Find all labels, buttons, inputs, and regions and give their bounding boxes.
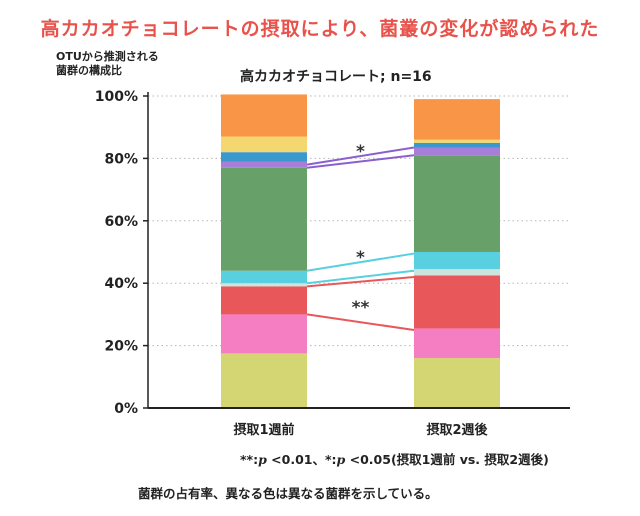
headline: 高カカオチョコレートの摂取により、菌叢の変化が認められた xyxy=(40,18,600,40)
bar-segment xyxy=(414,139,500,143)
footnote-mid: <0.01、*: xyxy=(266,452,337,467)
y-tick-label: 20% xyxy=(104,339,138,355)
y-axis-label-line-1: OTUから推測される xyxy=(56,50,159,63)
connector-line xyxy=(306,146,415,166)
x-category-label: 摂取1週前 xyxy=(233,422,294,438)
footnote-pre: **: xyxy=(240,452,259,467)
y-tick-label: 80% xyxy=(104,151,138,167)
y-tick-label: 100% xyxy=(95,89,138,105)
connector-line xyxy=(306,269,415,285)
significance-marker: * xyxy=(356,142,365,162)
bar-segment xyxy=(414,275,500,329)
bar-segment xyxy=(221,94,307,137)
bar-segment xyxy=(414,269,500,276)
bar-segment xyxy=(221,353,307,408)
bar-segment xyxy=(221,152,307,162)
bar-segment xyxy=(221,136,307,153)
bar-segment xyxy=(414,142,500,148)
bar-segment xyxy=(221,283,307,287)
bar-segment xyxy=(414,99,500,140)
footnote-post: <0.05(摂取1週前 vs. 摂取2週後) xyxy=(345,452,549,467)
bar-segment xyxy=(221,167,307,271)
significance-footnote: **:p <0.01、*:p <0.05(摂取1週前 vs. 摂取2週後) xyxy=(240,449,549,468)
bar-segment xyxy=(414,358,500,408)
bar-segment xyxy=(414,328,500,359)
y-tick-label: 40% xyxy=(104,276,138,292)
footnote-p2: p xyxy=(336,452,346,467)
y-axis-label-line-2: 菌群の構成比 xyxy=(56,64,122,77)
y-tick-label: 60% xyxy=(104,214,138,230)
connector-line xyxy=(306,154,415,169)
x-category-label: 摂取2週後 xyxy=(426,422,488,438)
connector-line xyxy=(306,275,415,288)
y-tick-label: 0% xyxy=(114,401,138,417)
bar-segment xyxy=(221,286,307,315)
bar-segment xyxy=(221,314,307,354)
y-axis-label: OTUから推測される 菌群の構成比 xyxy=(56,50,159,78)
bar-segment xyxy=(414,147,500,156)
bar-segment xyxy=(414,155,500,252)
bar-segment xyxy=(414,252,500,270)
bar-segment xyxy=(221,270,307,284)
significance-marker: ** xyxy=(352,298,370,318)
bar-segment xyxy=(221,161,307,168)
chart-caption: 菌群の占有率、異なる色は異なる菌群を示している。 xyxy=(138,486,438,501)
chart-title: 高カカオチョコレート; n=16 xyxy=(240,69,432,85)
footnote-p1: p xyxy=(258,452,267,467)
connector-line xyxy=(306,313,415,331)
significance-marker: * xyxy=(356,248,365,268)
connector-line xyxy=(306,252,415,272)
